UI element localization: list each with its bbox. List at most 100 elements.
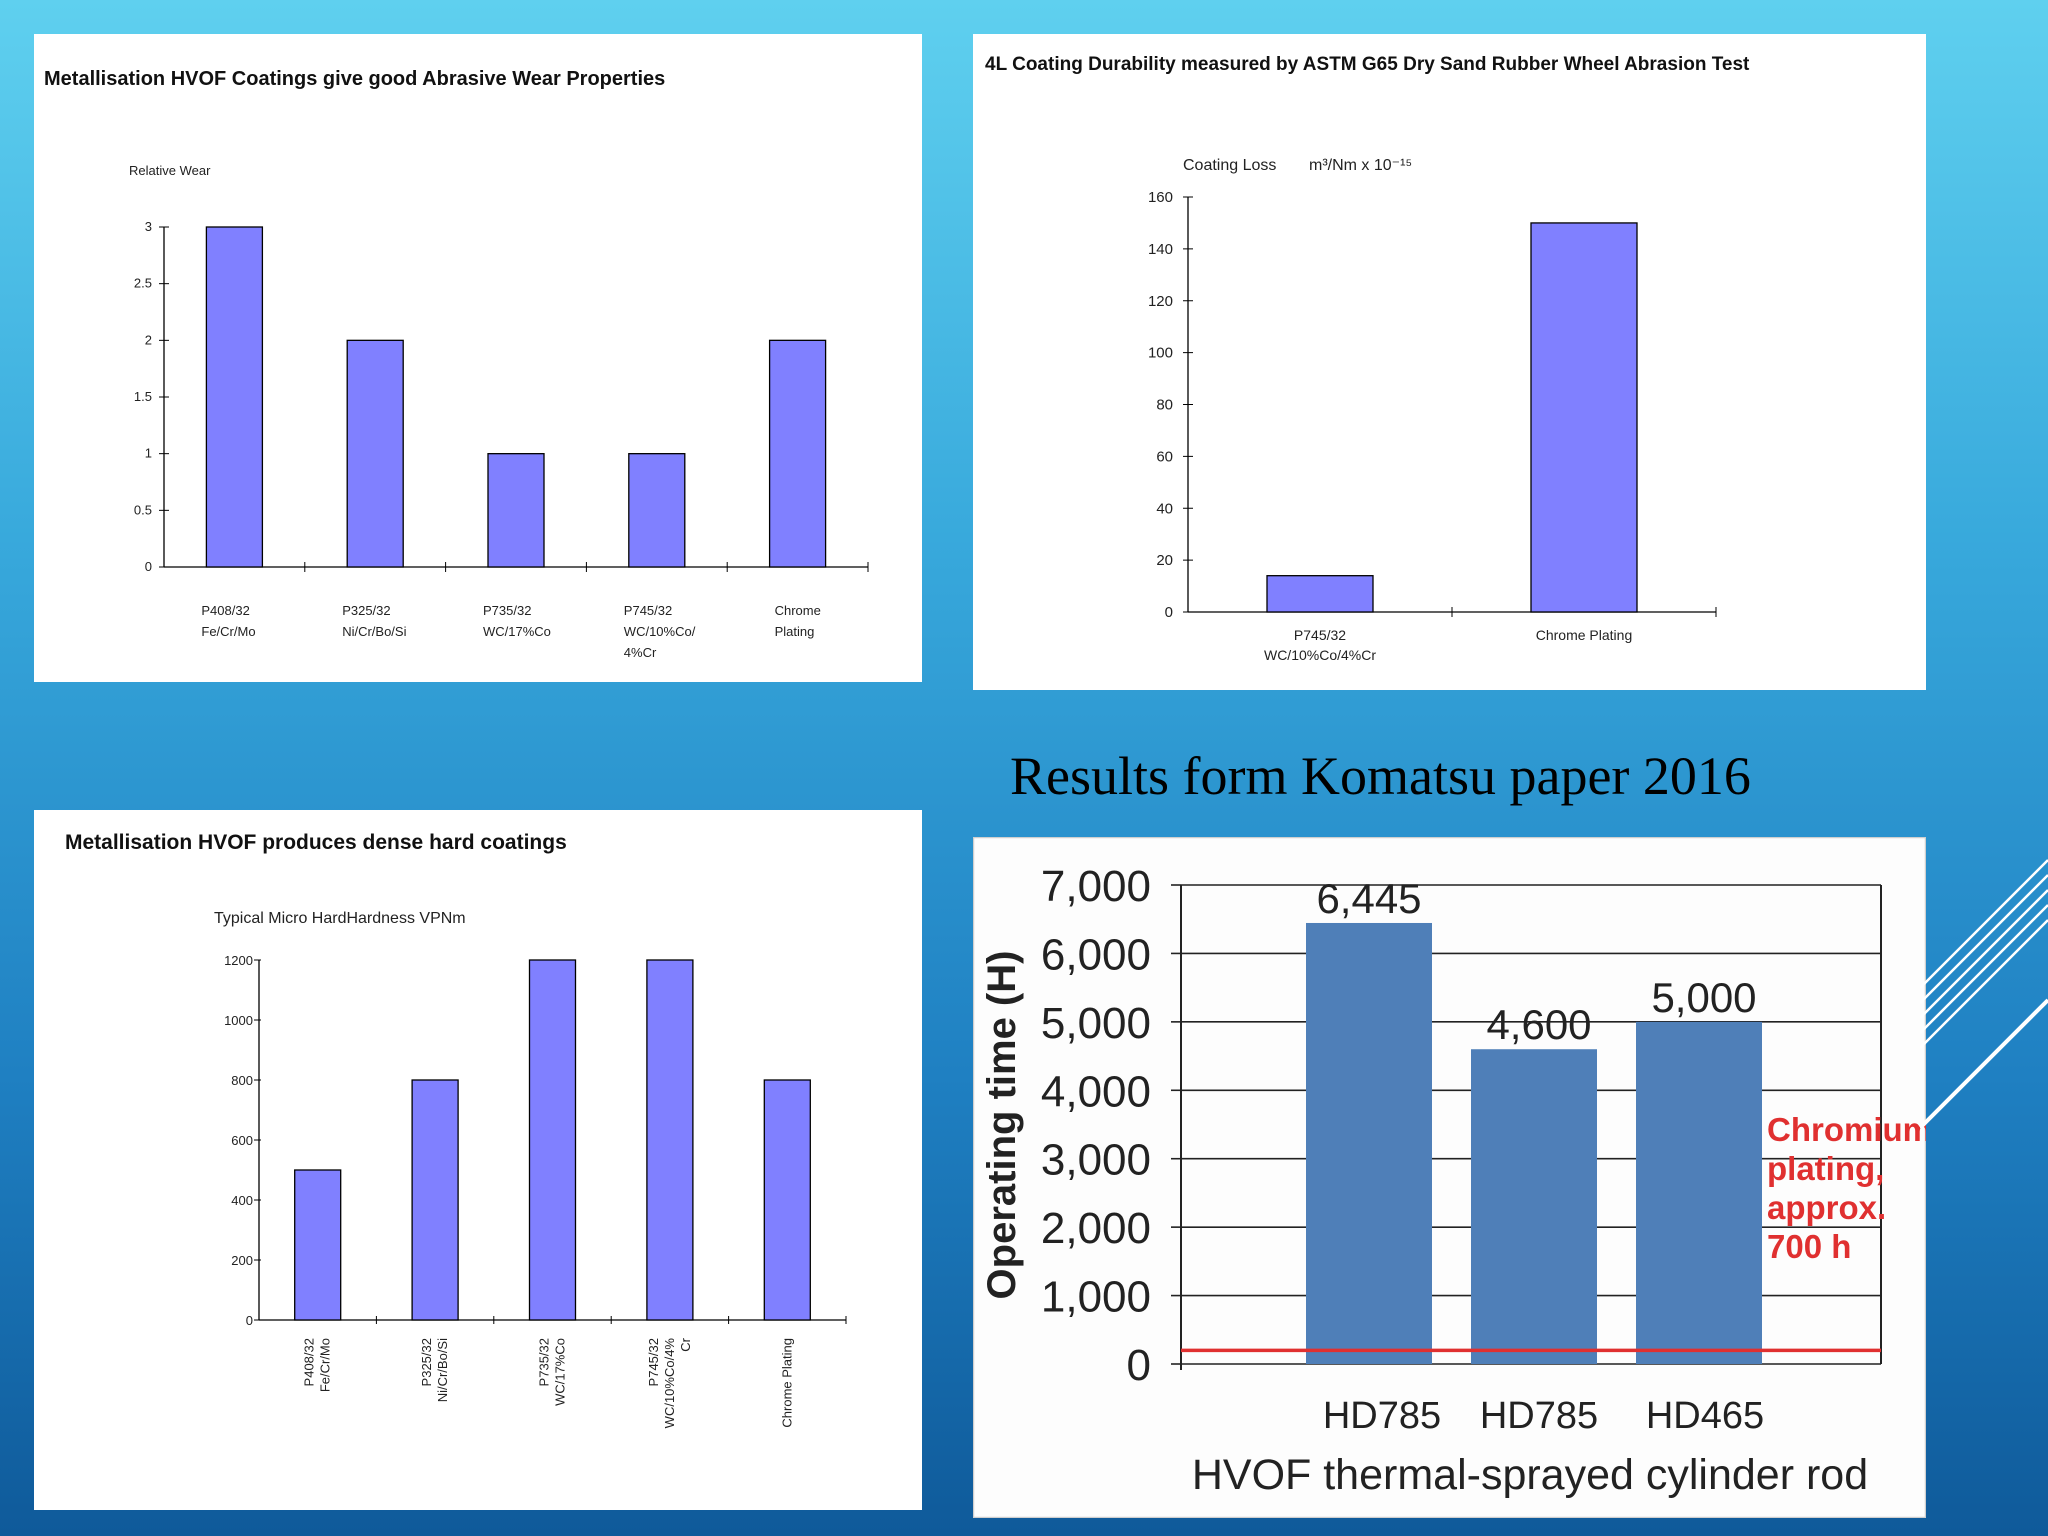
bar (487, 453, 545, 568)
y-tick-label: 2 (145, 332, 152, 347)
x-tick-label: WC/17%Co (483, 624, 551, 639)
x-tick-label: Chrome (775, 603, 821, 618)
y-tick-label: 2,000 (1041, 1204, 1151, 1253)
x-tick-label: Fe/Cr/Mo (318, 1338, 333, 1392)
x-tick-label: Chrome Plating (779, 1338, 794, 1428)
chart-panel-micro-hardness: Metallisation HVOF produces dense hard c… (34, 810, 922, 1510)
x-tick-label: 4%Cr (624, 645, 657, 660)
x-tick-label: Ni/Cr/Bo/Si (342, 624, 406, 639)
chart-title: 4L Coating Durability measured by ASTM G… (985, 54, 1750, 75)
x-tick-label: WC/17%Co (553, 1338, 568, 1406)
bar (763, 1079, 811, 1321)
komatsu-caption: Results form Komatsu paper 2016 (1010, 746, 1751, 806)
y-axis-label: Typical Micro HardHardness VPNm (214, 910, 466, 927)
y-tick-label: 0 (1127, 1341, 1151, 1390)
reference-line-label: Chromium (1767, 1111, 1926, 1148)
y-tick-label: 400 (231, 1193, 253, 1208)
y-tick-label: 140 (1148, 241, 1173, 258)
y-tick-label: 800 (231, 1073, 253, 1088)
x-tick-label: P745/32 (1294, 627, 1346, 643)
x-tick-label: P325/32 (419, 1338, 434, 1386)
chart-frame (973, 837, 1926, 1518)
x-tick-label: Cr (678, 1337, 693, 1351)
data-label: 4,600 (1486, 1001, 1591, 1048)
bar (346, 339, 404, 568)
y-tick-label: 200 (231, 1253, 253, 1268)
bar (411, 1079, 459, 1321)
y-tick-label: 40 (1156, 500, 1173, 517)
y-tick-label: 6,000 (1041, 930, 1151, 979)
x-tick-label: Ni/Cr/Bo/Si (435, 1338, 450, 1402)
y-tick-label: 120 (1148, 293, 1173, 310)
y-tick-label: 1200 (224, 953, 253, 968)
y-tick-label: 1000 (224, 1013, 253, 1028)
x-tick-label: Plating (775, 624, 815, 639)
relative-wear-chart: Metallisation HVOF Coatings give good Ab… (44, 68, 869, 660)
y-tick-label: 0 (145, 559, 152, 574)
y-tick-label: 3,000 (1041, 1136, 1151, 1185)
y-tick-label: 1.5 (134, 389, 152, 404)
chart-title: Metallisation HVOF Coatings give good Ab… (44, 68, 665, 90)
y-tick-label: 160 (1148, 189, 1173, 206)
y-axis-label: Relative Wear (129, 163, 211, 178)
bar (528, 959, 577, 1321)
y-tick-label: 60 (1156, 448, 1173, 465)
x-tick-label: HD465 (1646, 1395, 1764, 1437)
x-axis-label: HVOF thermal-sprayed cylinder rod (1192, 1451, 1868, 1499)
y-tick-label: 600 (231, 1133, 253, 1148)
x-tick-label: Fe/Cr/Mo (201, 624, 255, 639)
x-tick-label: P735/32 (483, 603, 531, 618)
x-tick-label: P408/32 (201, 603, 249, 618)
y-tick-label: 0 (1165, 604, 1173, 621)
x-tick-label: P735/32 (537, 1338, 552, 1386)
chart-panel-relative-wear: Metallisation HVOF Coatings give good Ab… (34, 34, 922, 682)
bar (628, 453, 686, 568)
data-label: 6,445 (1316, 875, 1421, 922)
bar (646, 959, 694, 1321)
y-tick-label: 100 (1148, 345, 1173, 362)
y-tick-label: 80 (1156, 397, 1173, 414)
chart-title: Metallisation HVOF produces dense hard c… (65, 831, 567, 854)
x-tick-label: Chrome Plating (1536, 627, 1633, 643)
micro-hardness-chart: Metallisation HVOF produces dense hard c… (65, 831, 847, 1429)
reference-line-label: approx. (1767, 1189, 1886, 1226)
y-tick-label: 0.5 (134, 502, 152, 517)
x-tick-label: WC/10%Co/4% (662, 1338, 677, 1429)
x-tick-label: WC/10%Co/ (624, 624, 696, 639)
x-tick-label: P325/32 (342, 603, 390, 618)
y-tick-label: 0 (246, 1313, 253, 1328)
x-tick-label: P745/32 (624, 603, 672, 618)
y-tick-label: 1 (145, 446, 152, 461)
y-axis-label: Operating time (H) (980, 951, 1024, 1300)
y-axis-unit: m³/Nm x 10⁻¹⁵ (1309, 157, 1412, 174)
bar (205, 226, 264, 568)
reference-line-label: plating, (1767, 1150, 1884, 1187)
coating-durability-chart: 4L Coating Durability measured by ASTM G… (985, 54, 1750, 663)
x-tick-label: HD785 (1480, 1395, 1598, 1437)
x-tick-label: P745/32 (646, 1338, 661, 1386)
bar (1471, 1049, 1597, 1364)
x-tick-label: P408/32 (302, 1338, 317, 1386)
chart-panel-coating-durability: 4L Coating Durability measured by ASTM G… (973, 34, 1926, 690)
x-tick-label: WC/10%Co/4%Cr (1264, 647, 1376, 663)
bar (1266, 575, 1374, 613)
y-tick-label: 3 (145, 219, 152, 234)
bar (768, 339, 827, 568)
chart-panel-operating-time: 0 1,000 2,000 3,000 4,000 5,000 6,000 7,000 6,44… (973, 837, 1926, 1518)
x-tick-label: HD785 (1323, 1395, 1441, 1437)
y-axis-label: Coating Loss (1183, 157, 1276, 174)
data-label: 5,000 (1651, 974, 1756, 1021)
reference-line-label: 700 h (1767, 1228, 1851, 1265)
bar (1530, 222, 1638, 613)
decorative-diagonal-lines (1920, 859, 2048, 1130)
bar (1306, 922, 1432, 1364)
y-tick-label: 4,000 (1041, 1067, 1151, 1116)
y-tick-label: 5,000 (1041, 999, 1151, 1048)
y-tick-label: 1,000 (1041, 1273, 1151, 1322)
y-tick-label: 2.5 (134, 276, 152, 291)
operating-time-chart: 0 1,000 2,000 3,000 4,000 5,000 6,000 7,000 6,44… (973, 837, 1926, 1518)
y-tick-label: 20 (1156, 552, 1173, 569)
bar (1636, 1021, 1762, 1364)
y-tick-label: 7,000 (1041, 862, 1151, 911)
